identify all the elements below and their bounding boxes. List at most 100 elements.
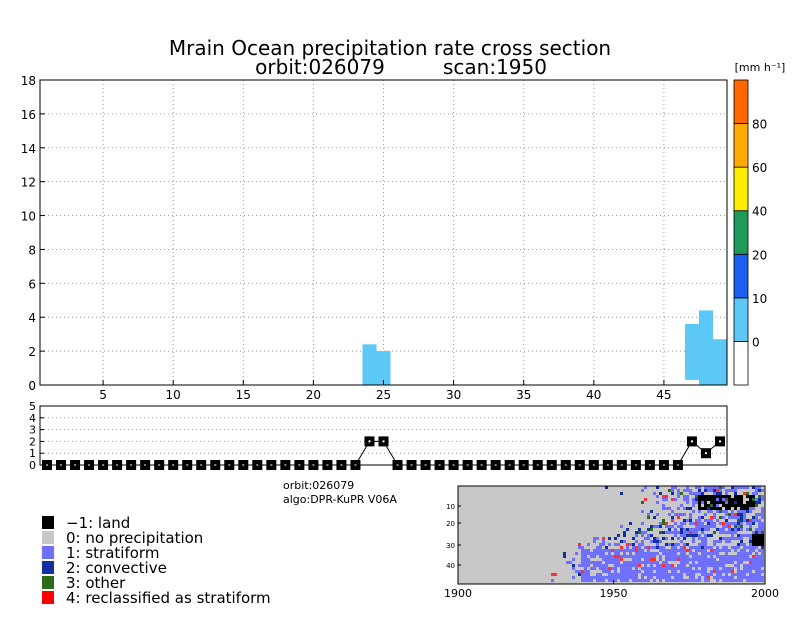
map-pixel	[758, 564, 761, 567]
map-pixel	[692, 546, 695, 549]
map-pixel	[692, 555, 695, 558]
map-pixel	[740, 552, 743, 555]
map-pixel	[707, 564, 710, 567]
map-pixel	[713, 531, 716, 534]
map-pixel	[572, 567, 575, 570]
map-pixel	[752, 543, 755, 546]
y-tick-label: 8	[28, 243, 36, 257]
map-pixel	[710, 570, 713, 573]
map-pixel	[701, 522, 704, 525]
map-pixel	[668, 579, 671, 582]
map-pixel	[749, 576, 752, 579]
map-pixel	[737, 495, 740, 498]
map-pixel	[749, 534, 752, 537]
map-pixel	[743, 558, 746, 561]
map-pixel	[740, 528, 743, 531]
map-pixel	[731, 513, 734, 516]
map-pixel	[758, 498, 761, 501]
map-pixel	[758, 519, 761, 522]
map-pixel	[752, 537, 755, 540]
map-pixel	[719, 495, 722, 498]
map-pixel	[680, 576, 683, 579]
map-pixel	[668, 531, 671, 534]
map-pixel	[647, 546, 650, 549]
map-pixel	[710, 510, 713, 513]
map-pixel	[680, 531, 683, 534]
map-pixel	[623, 561, 626, 564]
map-pixel	[740, 561, 743, 564]
map-pixel	[698, 525, 701, 528]
map-pixel	[701, 501, 704, 504]
map-pixel	[719, 576, 722, 579]
map-pixel	[662, 537, 665, 540]
map-pixel	[572, 564, 575, 567]
map-pixel	[584, 552, 587, 555]
map-pixel	[746, 579, 749, 582]
map-pixel	[587, 558, 590, 561]
map-pixel	[716, 507, 719, 510]
map-pixel	[689, 531, 692, 534]
x-tick-label: 30	[446, 388, 461, 402]
map-pixel	[704, 546, 707, 549]
legend-swatch	[42, 546, 54, 559]
map-pixel	[686, 543, 689, 546]
map-pixel	[755, 576, 758, 579]
map-pixel	[716, 552, 719, 555]
map-pixel	[689, 576, 692, 579]
map-pixel	[662, 573, 665, 576]
map-pixel	[584, 570, 587, 573]
map-pixel	[602, 540, 605, 543]
map-pixel	[647, 549, 650, 552]
map-pixel	[689, 534, 692, 537]
map-pixel	[716, 564, 719, 567]
map-pixel	[593, 540, 596, 543]
map-pixel	[761, 552, 764, 555]
map-pixel	[602, 564, 605, 567]
map-pixel	[737, 570, 740, 573]
map-pixel	[623, 573, 626, 576]
map-pixel	[692, 570, 695, 573]
map-pixel	[599, 546, 602, 549]
map-pixel	[728, 489, 731, 492]
map-pixel	[638, 555, 641, 558]
map-pixel	[707, 579, 710, 582]
map-pixel	[665, 507, 668, 510]
map-pixel	[737, 522, 740, 525]
colorbar-tick-label: 80	[752, 118, 767, 132]
map-pixel	[740, 579, 743, 582]
map-pixel	[641, 522, 644, 525]
map-pixel	[653, 573, 656, 576]
map-pixel	[644, 567, 647, 570]
map-pixel	[647, 576, 650, 579]
map-pixel	[713, 495, 716, 498]
legend-swatch	[42, 516, 54, 529]
map-pixel	[683, 579, 686, 582]
map-pixel	[623, 579, 626, 582]
map-pixel	[611, 549, 614, 552]
map-pixel	[656, 501, 659, 504]
map-pixel	[683, 522, 686, 525]
map-pixel	[743, 552, 746, 555]
map-pixel	[707, 495, 710, 498]
map-pixel	[614, 564, 617, 567]
map-pixel	[584, 549, 587, 552]
map-pixel	[725, 489, 728, 492]
map-pixel	[758, 549, 761, 552]
map-pixel	[716, 546, 719, 549]
map-pixel	[635, 546, 638, 549]
map-pixel	[758, 513, 761, 516]
map-pixel	[695, 549, 698, 552]
map-pixel	[737, 564, 740, 567]
map-pixel	[620, 564, 623, 567]
map-pixel	[680, 570, 683, 573]
map-pixel	[692, 561, 695, 564]
map-pixel	[602, 537, 605, 540]
map-pixel	[689, 549, 692, 552]
map-pixel	[629, 567, 632, 570]
map-pixel	[635, 570, 638, 573]
map-pixel	[698, 510, 701, 513]
map-pixel	[614, 558, 617, 561]
map-pixel	[587, 579, 590, 582]
map-pixel	[761, 564, 764, 567]
map-pixel	[743, 513, 746, 516]
